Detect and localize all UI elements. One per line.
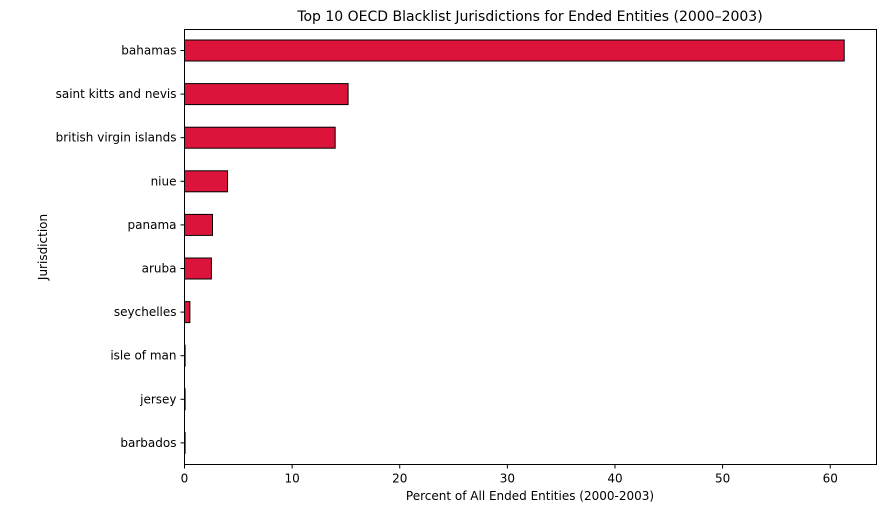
x-axis-label: Percent of All Ended Entities (2000-2003… [406,489,654,503]
y-tick-label: niue [151,174,177,188]
x-tick-label: 50 [715,472,730,486]
y-tick-label: barbados [120,436,176,450]
bars-layer [184,39,845,454]
bar-niue [184,170,229,193]
y-tick-label: panama [128,218,177,232]
bar-bahamas [184,39,845,62]
chart-title: Top 10 OECD Blacklist Jurisdictions for … [296,9,762,25]
x-tick-label: 20 [392,472,407,486]
y-tick-label: aruba [142,262,177,276]
y-tick-label: jersey [139,392,176,406]
x-tick-label: 40 [607,472,622,486]
y-axis: bahamas saint kitts and nevis british virg… [56,44,185,450]
bar-panama [184,213,213,236]
x-tick-label: 10 [284,472,299,486]
bar-saint-kitts-and-nevis [184,83,349,106]
bar-aruba [184,257,212,280]
bar-british-virgin-islands [184,126,336,149]
y-tick-label: saint kitts and nevis [56,87,177,101]
y-tick-label: british virgin islands [56,131,177,145]
y-tick-label: bahamas [121,44,176,58]
y-tick-label: isle of man [110,349,176,363]
x-axis: 0 10 20 30 40 50 60 [181,464,838,486]
plot-frame [184,29,877,465]
bar-seychelles [184,301,191,324]
y-tick-label: seychelles [114,305,177,319]
x-tick-label: 30 [500,472,515,486]
x-tick-label: 60 [823,472,838,486]
y-axis-label: Jurisdiction [36,214,50,281]
x-tick-label: 0 [181,472,189,486]
